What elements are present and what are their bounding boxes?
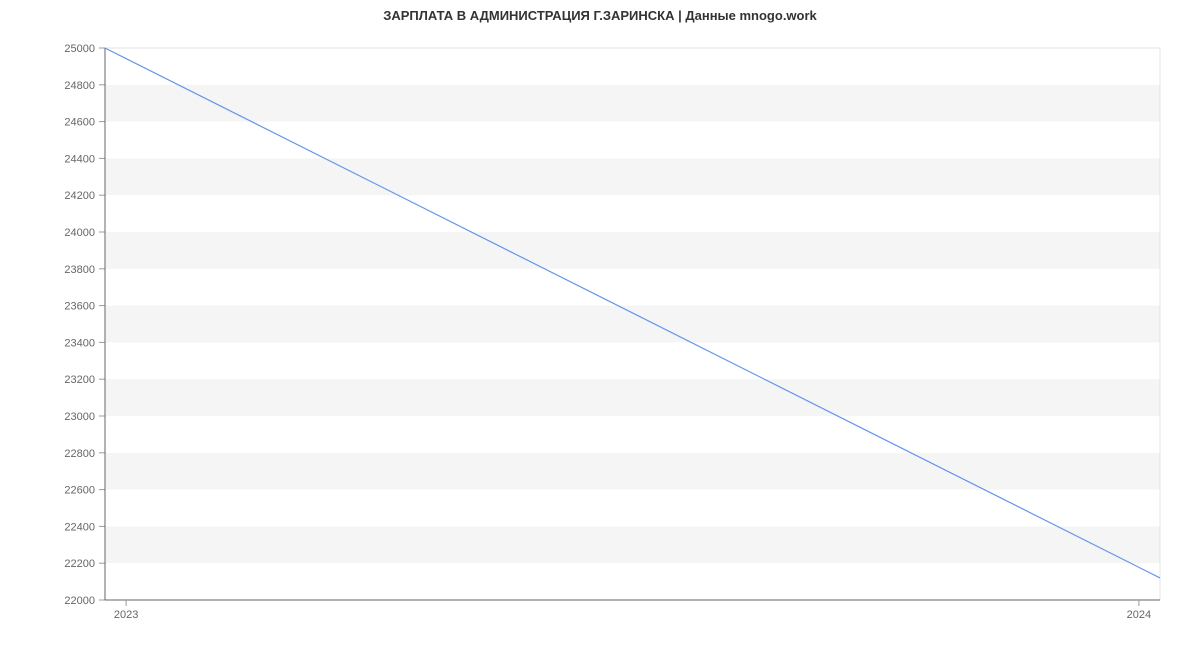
x-tick-label: 2023 — [114, 609, 138, 621]
y-tick-label: 23400 — [64, 337, 95, 349]
grid-band — [105, 306, 1160, 343]
y-tick-label: 23200 — [64, 374, 95, 386]
y-tick-label: 24800 — [64, 80, 95, 92]
chart-container: ЗАРПЛАТА В АДМИНИСТРАЦИЯ Г.ЗАРИНСКА | Да… — [0, 0, 1200, 650]
y-tick-label: 22200 — [64, 558, 95, 570]
x-tick-label: 2024 — [1127, 609, 1151, 621]
grid-band — [105, 232, 1160, 269]
y-tick-label: 22000 — [64, 595, 95, 607]
y-tick-label: 23000 — [64, 411, 95, 423]
grid-band — [105, 379, 1160, 416]
y-tick-label: 22800 — [64, 448, 95, 460]
chart-title: ЗАРПЛАТА В АДМИНИСТРАЦИЯ Г.ЗАРИНСКА | Да… — [0, 8, 1200, 23]
y-tick-label: 22600 — [64, 485, 95, 497]
grid-band — [105, 85, 1160, 122]
line-chart: 22000 22200 22400 22600 22800 23000 23200 23400… — [0, 0, 1200, 650]
grid-band — [105, 453, 1160, 490]
grid-band — [105, 158, 1160, 195]
y-tick-label: 22400 — [64, 521, 95, 533]
y-tick-label: 24400 — [64, 153, 95, 165]
y-tick-label: 24200 — [64, 190, 95, 202]
y-tick-label: 25000 — [64, 43, 95, 55]
grid-band — [105, 526, 1160, 563]
y-tick-label: 24000 — [64, 227, 95, 239]
y-tick-label: 23800 — [64, 264, 95, 276]
y-tick-label: 24600 — [64, 117, 95, 129]
y-tick-label: 23600 — [64, 301, 95, 313]
